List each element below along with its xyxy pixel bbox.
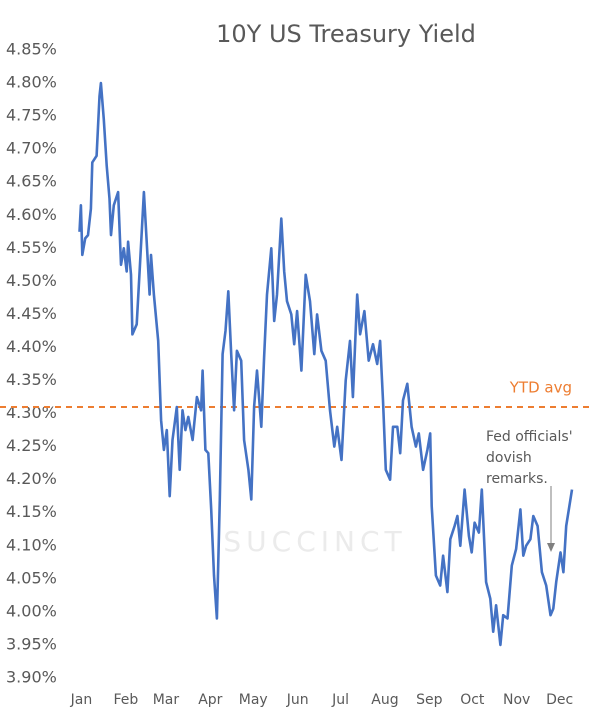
data-line — [78, 81, 574, 647]
watermark: SUCCINCT — [223, 525, 406, 558]
y-tick-label: 4.65% — [6, 172, 57, 191]
x-tick-label: Sep — [416, 692, 443, 708]
x-tick-label: Dec — [546, 692, 573, 708]
y-tick-label: 4.50% — [6, 271, 57, 290]
x-tick-label: Mar — [153, 692, 180, 708]
y-tick-label: 4.45% — [6, 304, 57, 323]
y-tick-label: 4.30% — [6, 403, 57, 422]
y-tick-label: 4.20% — [6, 469, 57, 488]
y-tick-label: 4.25% — [6, 436, 57, 455]
y-tick-label: 4.85% — [6, 40, 57, 59]
y-tick-label: 4.55% — [6, 238, 57, 257]
annotation-text: dovish — [486, 450, 532, 466]
annotation-text: remarks. — [486, 471, 548, 487]
y-tick-label: 4.35% — [6, 370, 57, 389]
y-tick-label: 3.95% — [6, 634, 57, 653]
chart-title: 10Y US Treasury Yield — [216, 20, 476, 48]
annotation-arrowhead — [547, 543, 555, 552]
x-tick-label: Apr — [198, 692, 222, 708]
x-tick-label: Nov — [503, 692, 530, 708]
x-tick-label: Feb — [113, 692, 138, 708]
y-tick-label: 4.40% — [6, 337, 57, 356]
y-tick-label: 4.00% — [6, 601, 57, 620]
y-tick-label: 4.70% — [6, 139, 57, 158]
y-tick-label: 4.05% — [6, 568, 57, 587]
x-tick-label: Oct — [460, 692, 485, 708]
y-tick-label: 4.10% — [6, 535, 57, 554]
y-tick-label: 4.60% — [6, 205, 57, 224]
y-tick-label: 4.15% — [6, 502, 57, 521]
reference-label: YTD avg — [509, 378, 572, 396]
y-tick-label: 3.90% — [6, 668, 57, 687]
x-tick-label: Jun — [286, 692, 309, 708]
x-tick-label: Aug — [371, 692, 398, 708]
annotation-text: Fed officials' — [486, 429, 573, 445]
y-tick-label: 4.75% — [6, 106, 57, 125]
y-tick-label: 4.80% — [6, 73, 57, 92]
x-tick-label: Jul — [331, 692, 349, 708]
x-tick-label: May — [239, 692, 268, 708]
x-tick-label: Jan — [70, 692, 93, 708]
